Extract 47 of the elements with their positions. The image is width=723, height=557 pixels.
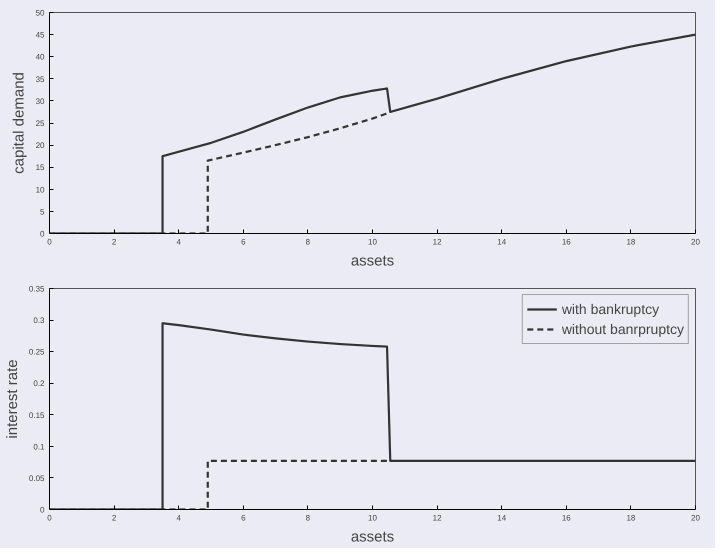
x-tick-label: 6: [241, 238, 246, 246]
y-tick-label: 0.25: [28, 348, 46, 357]
x-tick-label: 18: [626, 514, 636, 522]
y-tick-label: 25: [36, 119, 46, 128]
x-tick-label: 12: [432, 514, 442, 522]
y-tick-label: 10: [36, 185, 46, 194]
y-tick-label: 0.2: [33, 379, 46, 388]
x-tick-label: 0: [47, 238, 52, 246]
y-axis-title: capital demand: [10, 72, 28, 174]
y-tick-label: 30: [36, 96, 46, 106]
x-tick-label: 18: [626, 238, 636, 246]
x-tick-label: 10: [368, 514, 378, 522]
y-tick-label: 5: [40, 207, 46, 216]
x-tick-label: 0: [47, 514, 52, 522]
y-tick-label: 0.3: [33, 316, 46, 326]
x-tick-label: 4: [176, 514, 182, 522]
y-tick-label: 45: [36, 30, 46, 40]
x-tick-label: 8: [306, 238, 311, 246]
y-tick-label: 0.35: [28, 284, 46, 294]
y-tick-label: 35: [36, 74, 46, 84]
y-tick-label: 40: [36, 52, 46, 62]
y-tick-label: 15: [36, 163, 46, 172]
x-tick-label: 20: [691, 514, 700, 522]
x-tick-label: 8: [306, 514, 311, 522]
legend-label: without banrpruptcy: [562, 321, 684, 337]
x-tick-label: 2: [112, 514, 117, 522]
legend-label: with bankruptcy: [562, 301, 660, 317]
x-tick-label: 14: [497, 514, 507, 522]
y-axis-title: interest rate: [4, 359, 21, 439]
y-tick-label: 20: [36, 141, 46, 150]
y-tick-label: 0.1: [33, 442, 46, 452]
y-tick-label: 0.05: [28, 474, 46, 483]
x-tick-label: 16: [562, 514, 572, 522]
x-tick-label: 10: [368, 238, 378, 246]
x-tick-label: 4: [176, 238, 182, 246]
y-tick-label: 50: [36, 8, 46, 18]
y-tick-label: 0: [40, 230, 46, 238]
x-tick-label: 6: [241, 514, 246, 522]
x-tick-label: 14: [497, 238, 507, 246]
x-tick-label: 20: [691, 238, 700, 246]
y-tick-label: 0.15: [28, 410, 46, 420]
y-tick-label: 0: [40, 506, 46, 514]
x-tick-label: 12: [432, 238, 442, 246]
x-axis-title: assets: [350, 528, 394, 546]
x-axis-title: assets: [350, 252, 394, 270]
x-tick-label: 2: [112, 238, 117, 246]
x-tick-label: 16: [562, 238, 572, 246]
